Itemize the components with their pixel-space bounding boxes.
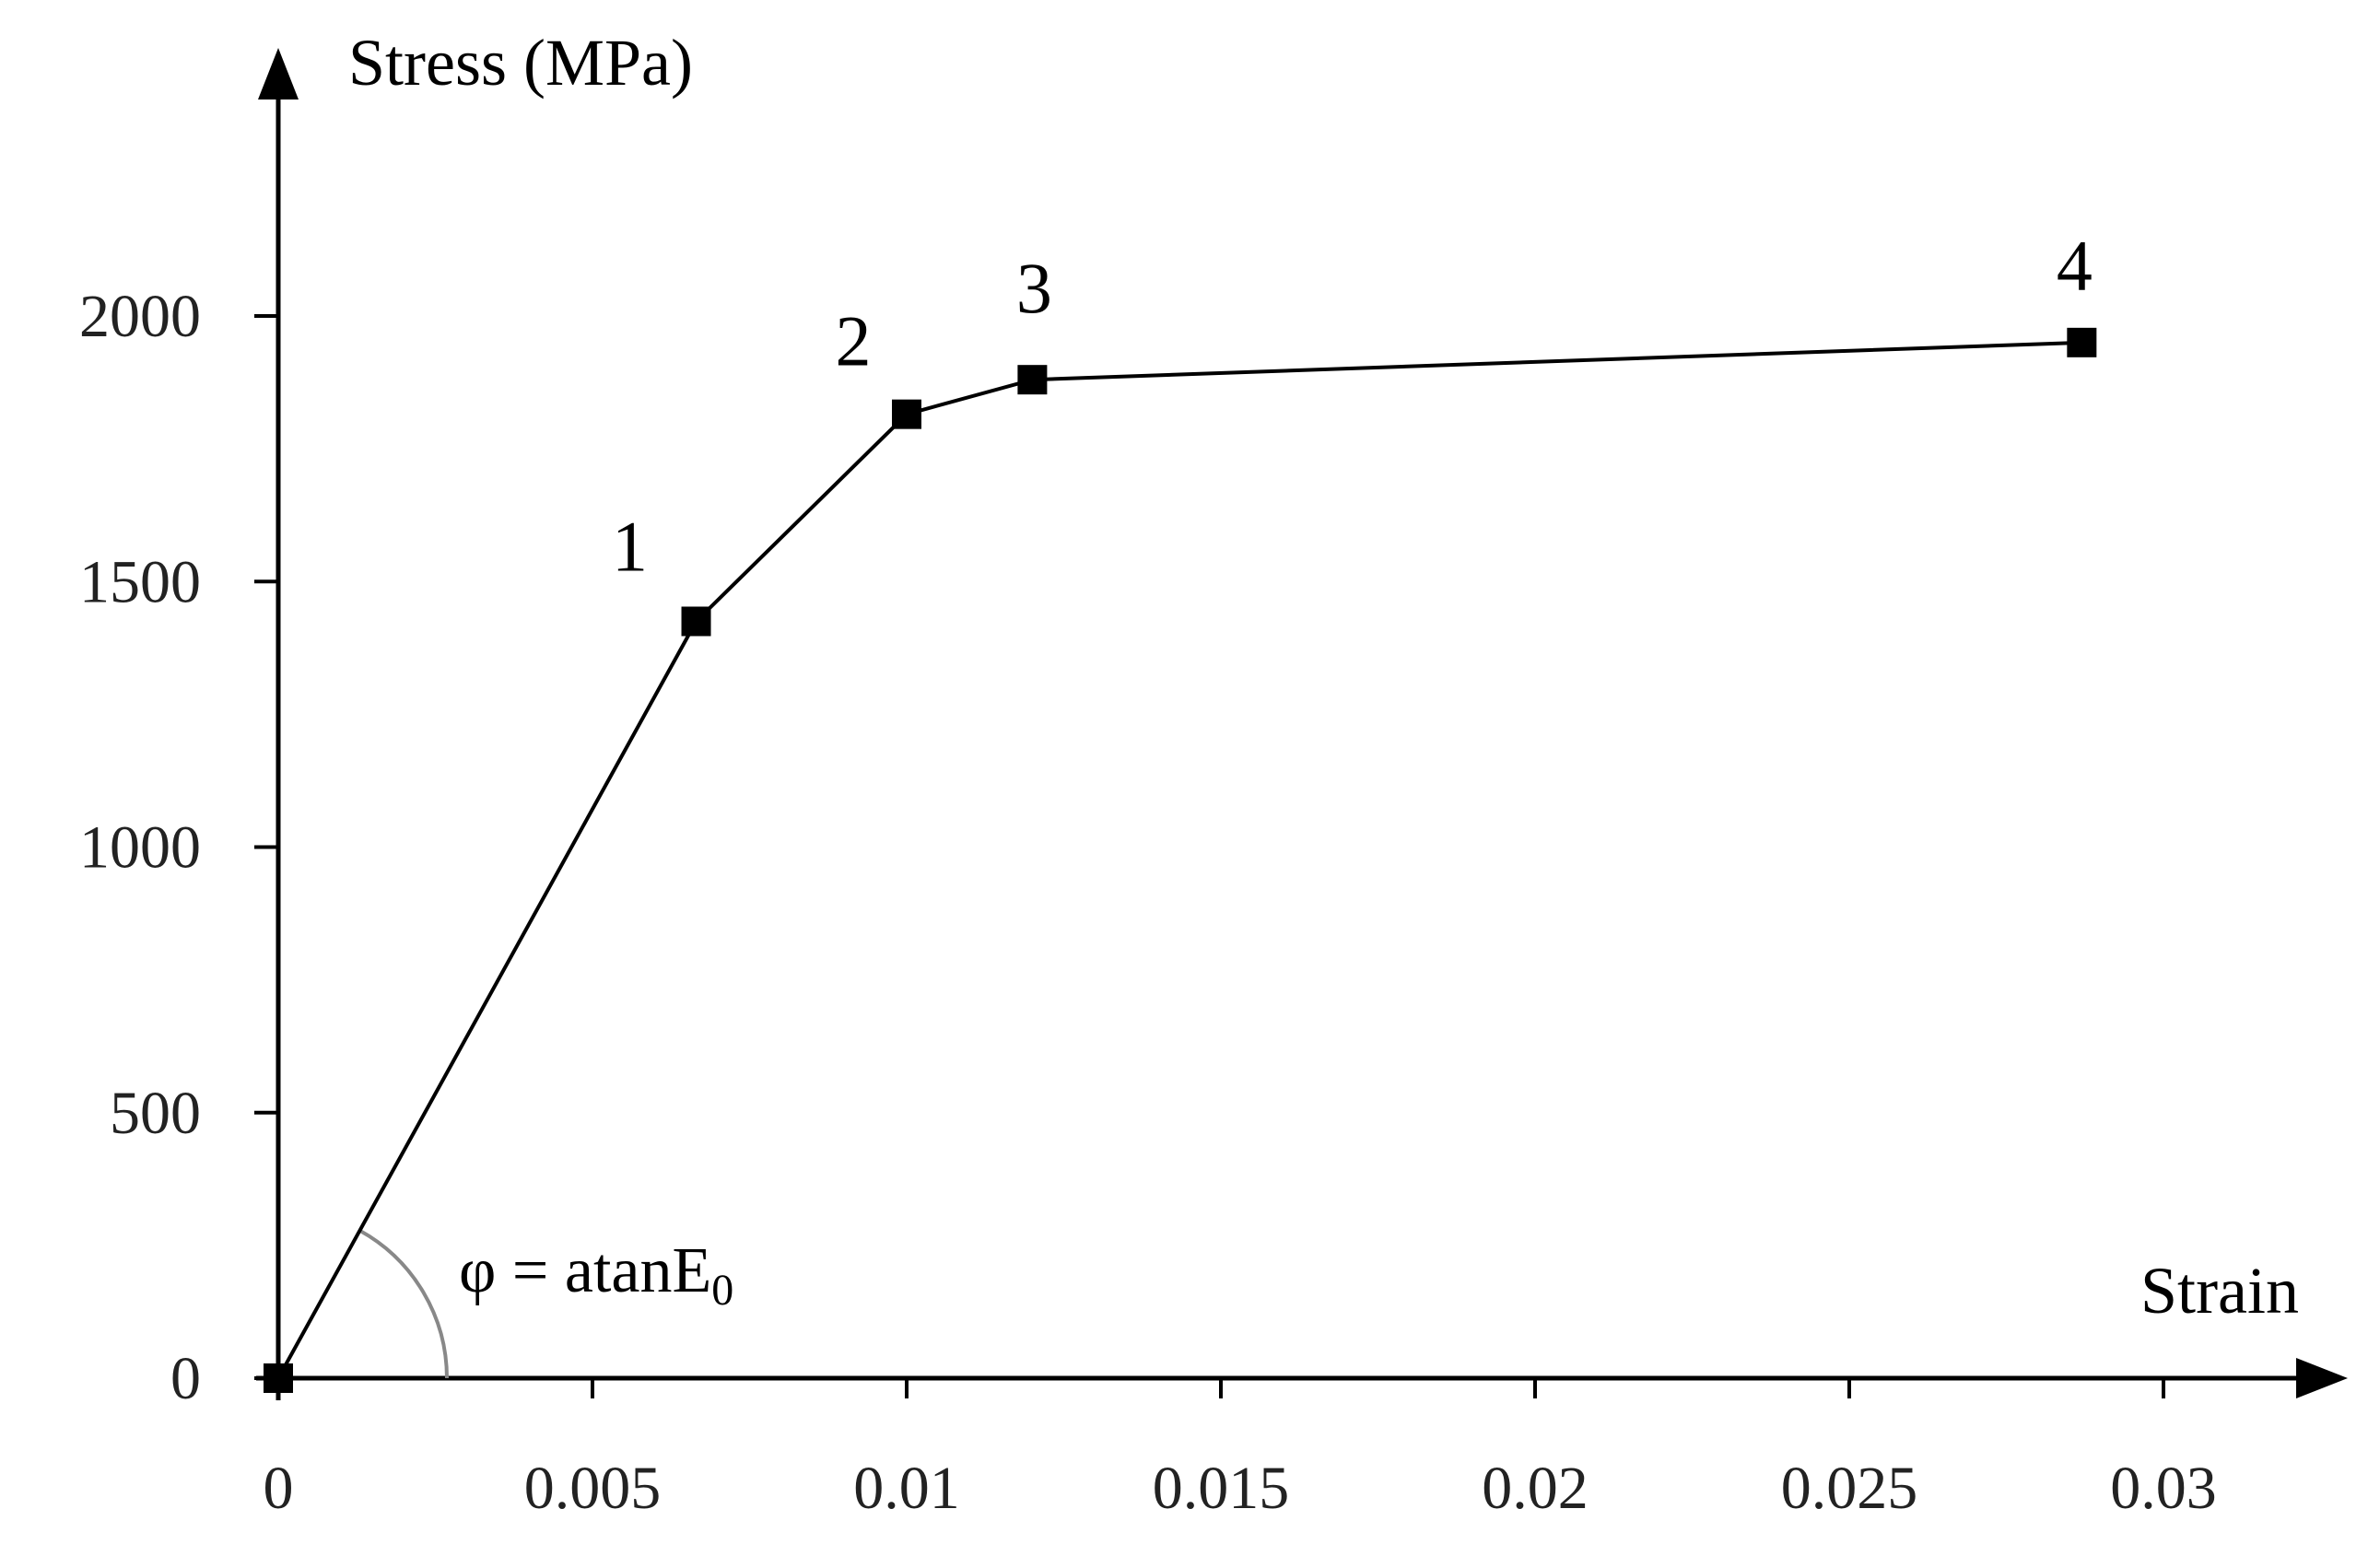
y-tick-label: 500 (110, 1080, 201, 1147)
y-tick-label: 1000 (79, 814, 201, 882)
angle-annotation-main: φ = atanE (459, 1235, 711, 1306)
data-point-marker (681, 606, 711, 637)
point-label: 1 (612, 506, 648, 586)
x-tick-label: 0.02 (1482, 1455, 1589, 1522)
x-tick-label: 0.005 (524, 1455, 662, 1522)
x-axis-arrow (2296, 1358, 2348, 1398)
angle-annotation-subscript: 0 (711, 1266, 733, 1315)
x-ticks-group: 0 0.005 0.01 0.015 0.02 0.025 0.03 (264, 1378, 2217, 1522)
y-ticks-group: 0 500 1000 1500 2000 (79, 283, 278, 1412)
point-label: 4 (2057, 226, 2093, 306)
data-point-marker (2067, 327, 2097, 357)
data-point-marker (1017, 365, 1048, 395)
x-tick-label: 0.015 (1153, 1455, 1290, 1522)
series-group: 1 2 3 4 (264, 226, 2097, 1393)
x-axis-title: Strain (2140, 1254, 2299, 1328)
x-tick-label: 0.025 (1781, 1455, 1918, 1522)
angle-arc (358, 1229, 449, 1379)
point-label: 3 (1016, 248, 1052, 328)
axes-group (256, 48, 2348, 1400)
y-axis-title: Stress (MPa) (348, 26, 693, 99)
axis-titles-group: Stress (MPa) Strain (348, 26, 2299, 1328)
series-line (276, 340, 2082, 1379)
y-tick-label: 2000 (79, 283, 201, 350)
y-tick-label: 1500 (79, 548, 201, 615)
angle-annotation-group: φ = atanE0 (358, 1229, 733, 1379)
y-tick-label: 0 (170, 1345, 201, 1412)
x-tick-label: 0.03 (2110, 1455, 2217, 1522)
x-tick-label: 0 (264, 1455, 294, 1522)
x-tick-label: 0.01 (853, 1455, 960, 1522)
point-label: 2 (836, 301, 872, 381)
data-point-marker (264, 1363, 293, 1393)
data-point-marker (892, 399, 921, 429)
angle-annotation: φ = atanE0 (459, 1235, 733, 1315)
y-axis-arrow (258, 48, 299, 99)
